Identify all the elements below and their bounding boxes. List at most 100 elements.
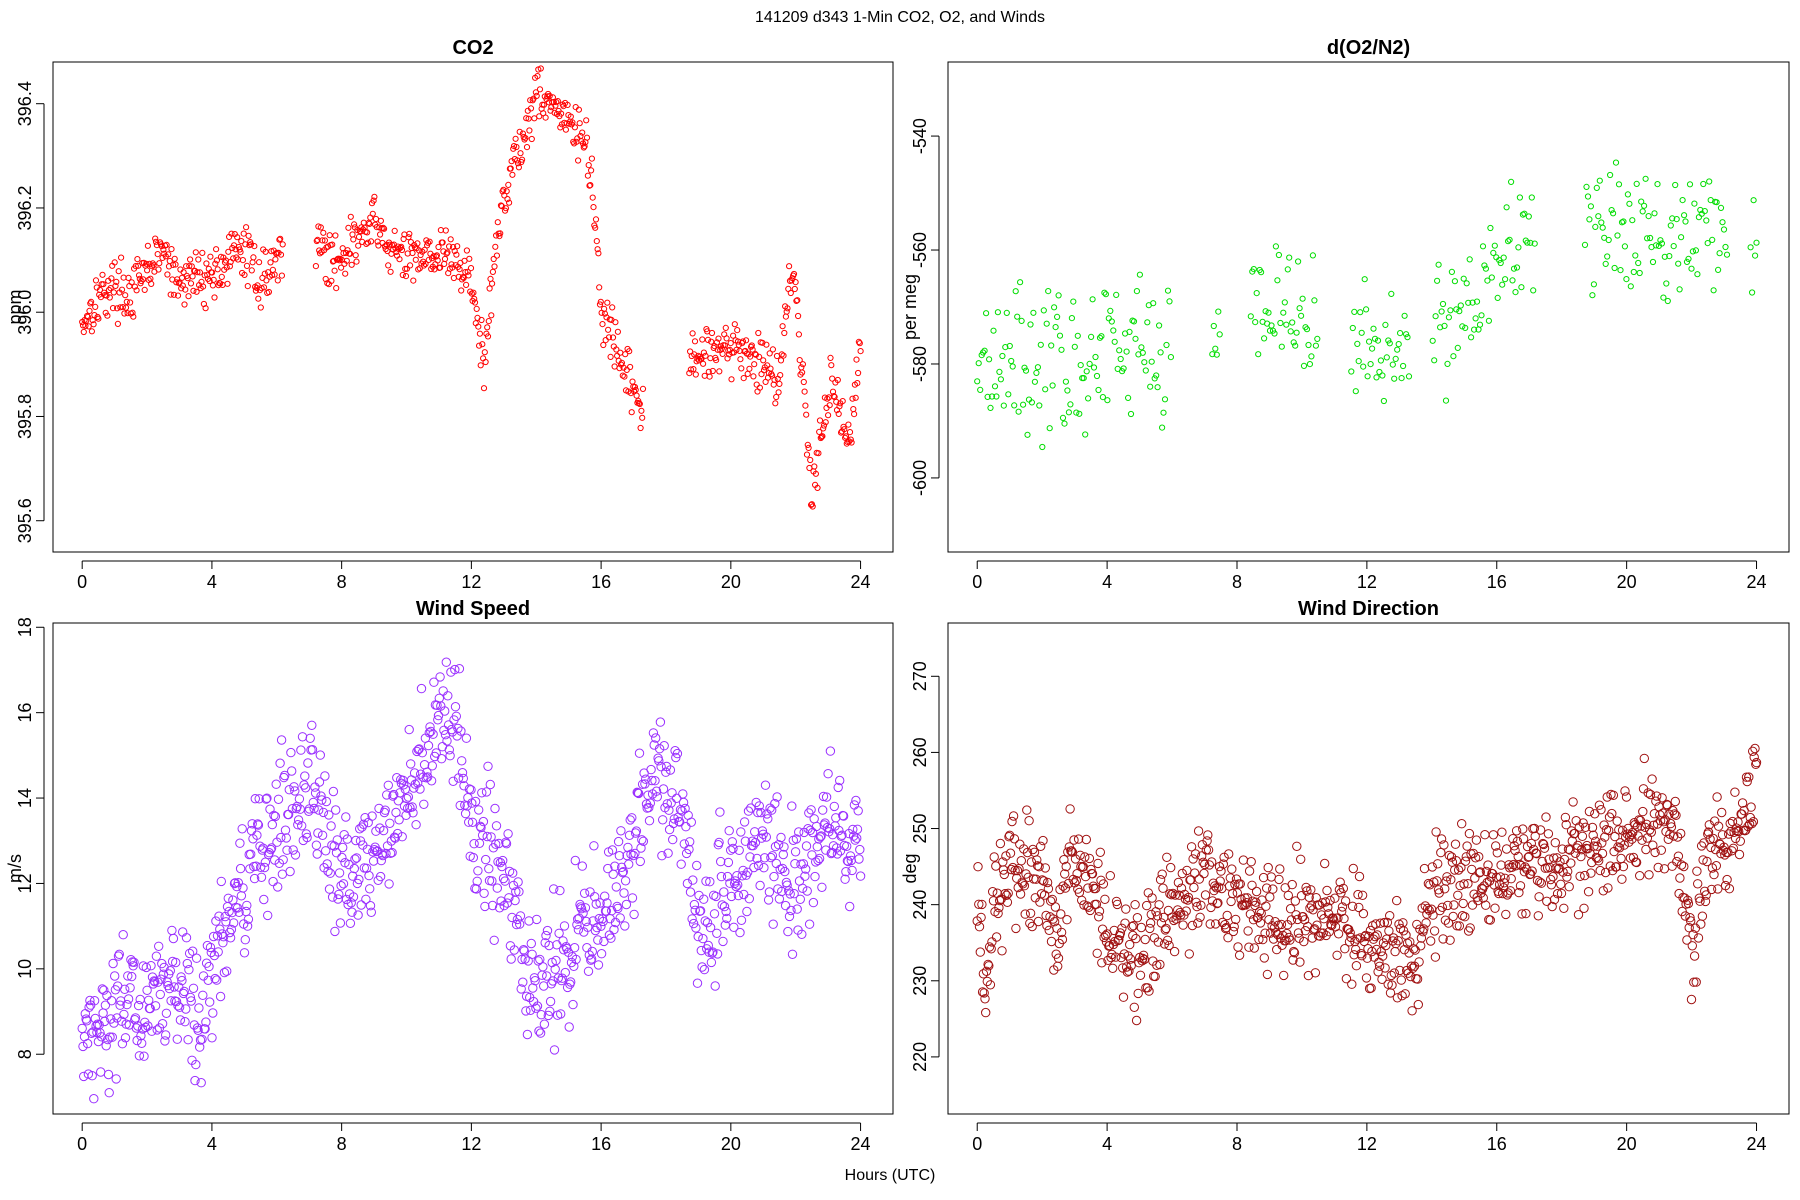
data-point — [1256, 908, 1266, 918]
data-point — [821, 792, 832, 802]
data-point — [506, 954, 516, 964]
data-point — [1056, 332, 1064, 339]
data-point — [1620, 786, 1630, 796]
data-point — [1216, 331, 1223, 338]
data-point — [523, 144, 531, 151]
y-tick-label: 10 — [15, 959, 35, 979]
data-point — [1468, 334, 1475, 341]
data-point — [308, 797, 318, 808]
data-point — [100, 281, 107, 288]
data-point — [1005, 830, 1015, 840]
data-point — [287, 804, 298, 814]
data-point — [588, 167, 595, 174]
data-point — [1430, 952, 1441, 962]
data-point — [271, 779, 281, 789]
data-point — [255, 295, 262, 302]
data-point — [1666, 253, 1673, 260]
data-point — [1448, 911, 1458, 922]
data-point — [593, 960, 604, 970]
data-point — [705, 877, 715, 887]
data-point — [740, 375, 747, 382]
data-point — [383, 780, 393, 790]
data-point — [1467, 864, 1477, 875]
data-point — [1614, 843, 1625, 853]
data-point — [855, 369, 862, 377]
data-point — [1657, 793, 1667, 803]
data-point — [1107, 307, 1114, 314]
data-point — [290, 850, 301, 860]
data-point — [1374, 337, 1382, 344]
data-point — [375, 871, 386, 882]
data-point — [1100, 894, 1110, 904]
data-point — [188, 263, 195, 270]
data-point — [318, 807, 329, 818]
data-point — [1543, 829, 1554, 839]
data-point — [601, 310, 609, 317]
data-point — [494, 903, 505, 913]
data-point — [1125, 954, 1136, 964]
data-point — [1190, 868, 1200, 878]
data-point — [1615, 181, 1623, 188]
data-point — [1663, 280, 1670, 287]
data-point — [1733, 817, 1743, 827]
data-point — [1373, 374, 1380, 381]
data-point — [763, 814, 773, 824]
data-point — [1084, 853, 1095, 864]
data-point — [313, 828, 323, 838]
data-point — [592, 224, 599, 231]
data-point — [1603, 883, 1613, 893]
data-point — [526, 938, 536, 949]
data-point — [1250, 266, 1257, 273]
data-point — [246, 849, 256, 859]
data-point — [806, 805, 816, 815]
data-point — [1204, 860, 1215, 870]
data-point — [1315, 931, 1325, 941]
data-point — [639, 414, 646, 421]
data-point — [350, 854, 360, 864]
data-point — [1340, 896, 1351, 906]
data-point — [1717, 830, 1728, 840]
data-point — [496, 233, 503, 240]
data-point — [417, 748, 427, 758]
data-point — [544, 940, 554, 951]
data-point — [987, 404, 994, 411]
data-point — [1734, 826, 1744, 837]
data-point — [1588, 830, 1598, 840]
data-point — [738, 365, 745, 372]
data-point — [1663, 834, 1674, 844]
x-tick-label: 4 — [207, 572, 217, 592]
data-point — [1382, 321, 1389, 328]
data-point — [1053, 953, 1064, 963]
data-point — [676, 859, 686, 869]
data-point — [564, 101, 571, 109]
data-point — [125, 274, 132, 281]
data-point — [755, 880, 765, 891]
data-point — [406, 230, 413, 237]
data-point — [262, 793, 272, 803]
data-point — [1194, 874, 1205, 884]
data-point — [269, 810, 279, 821]
data-point — [447, 236, 454, 243]
data-point — [1433, 859, 1443, 869]
data-point — [993, 908, 1003, 919]
data-point — [1067, 401, 1074, 408]
data-point — [207, 253, 214, 260]
data-point — [821, 845, 831, 855]
data-point — [1241, 898, 1252, 908]
data-point — [1607, 808, 1617, 819]
data-point — [1264, 915, 1274, 925]
data-point — [1165, 889, 1175, 899]
data-point — [552, 102, 559, 109]
data-point — [421, 773, 431, 783]
data-point — [187, 280, 195, 287]
data-point — [1207, 896, 1218, 906]
data-point — [459, 781, 469, 791]
data-point — [1676, 828, 1686, 839]
y-tick-label: 12 — [15, 873, 35, 893]
y-tick-label: 250 — [910, 814, 930, 844]
data-point — [534, 73, 541, 80]
data-point — [835, 775, 845, 786]
data-point — [267, 819, 277, 830]
data-point — [310, 788, 321, 798]
data-point — [745, 852, 755, 862]
